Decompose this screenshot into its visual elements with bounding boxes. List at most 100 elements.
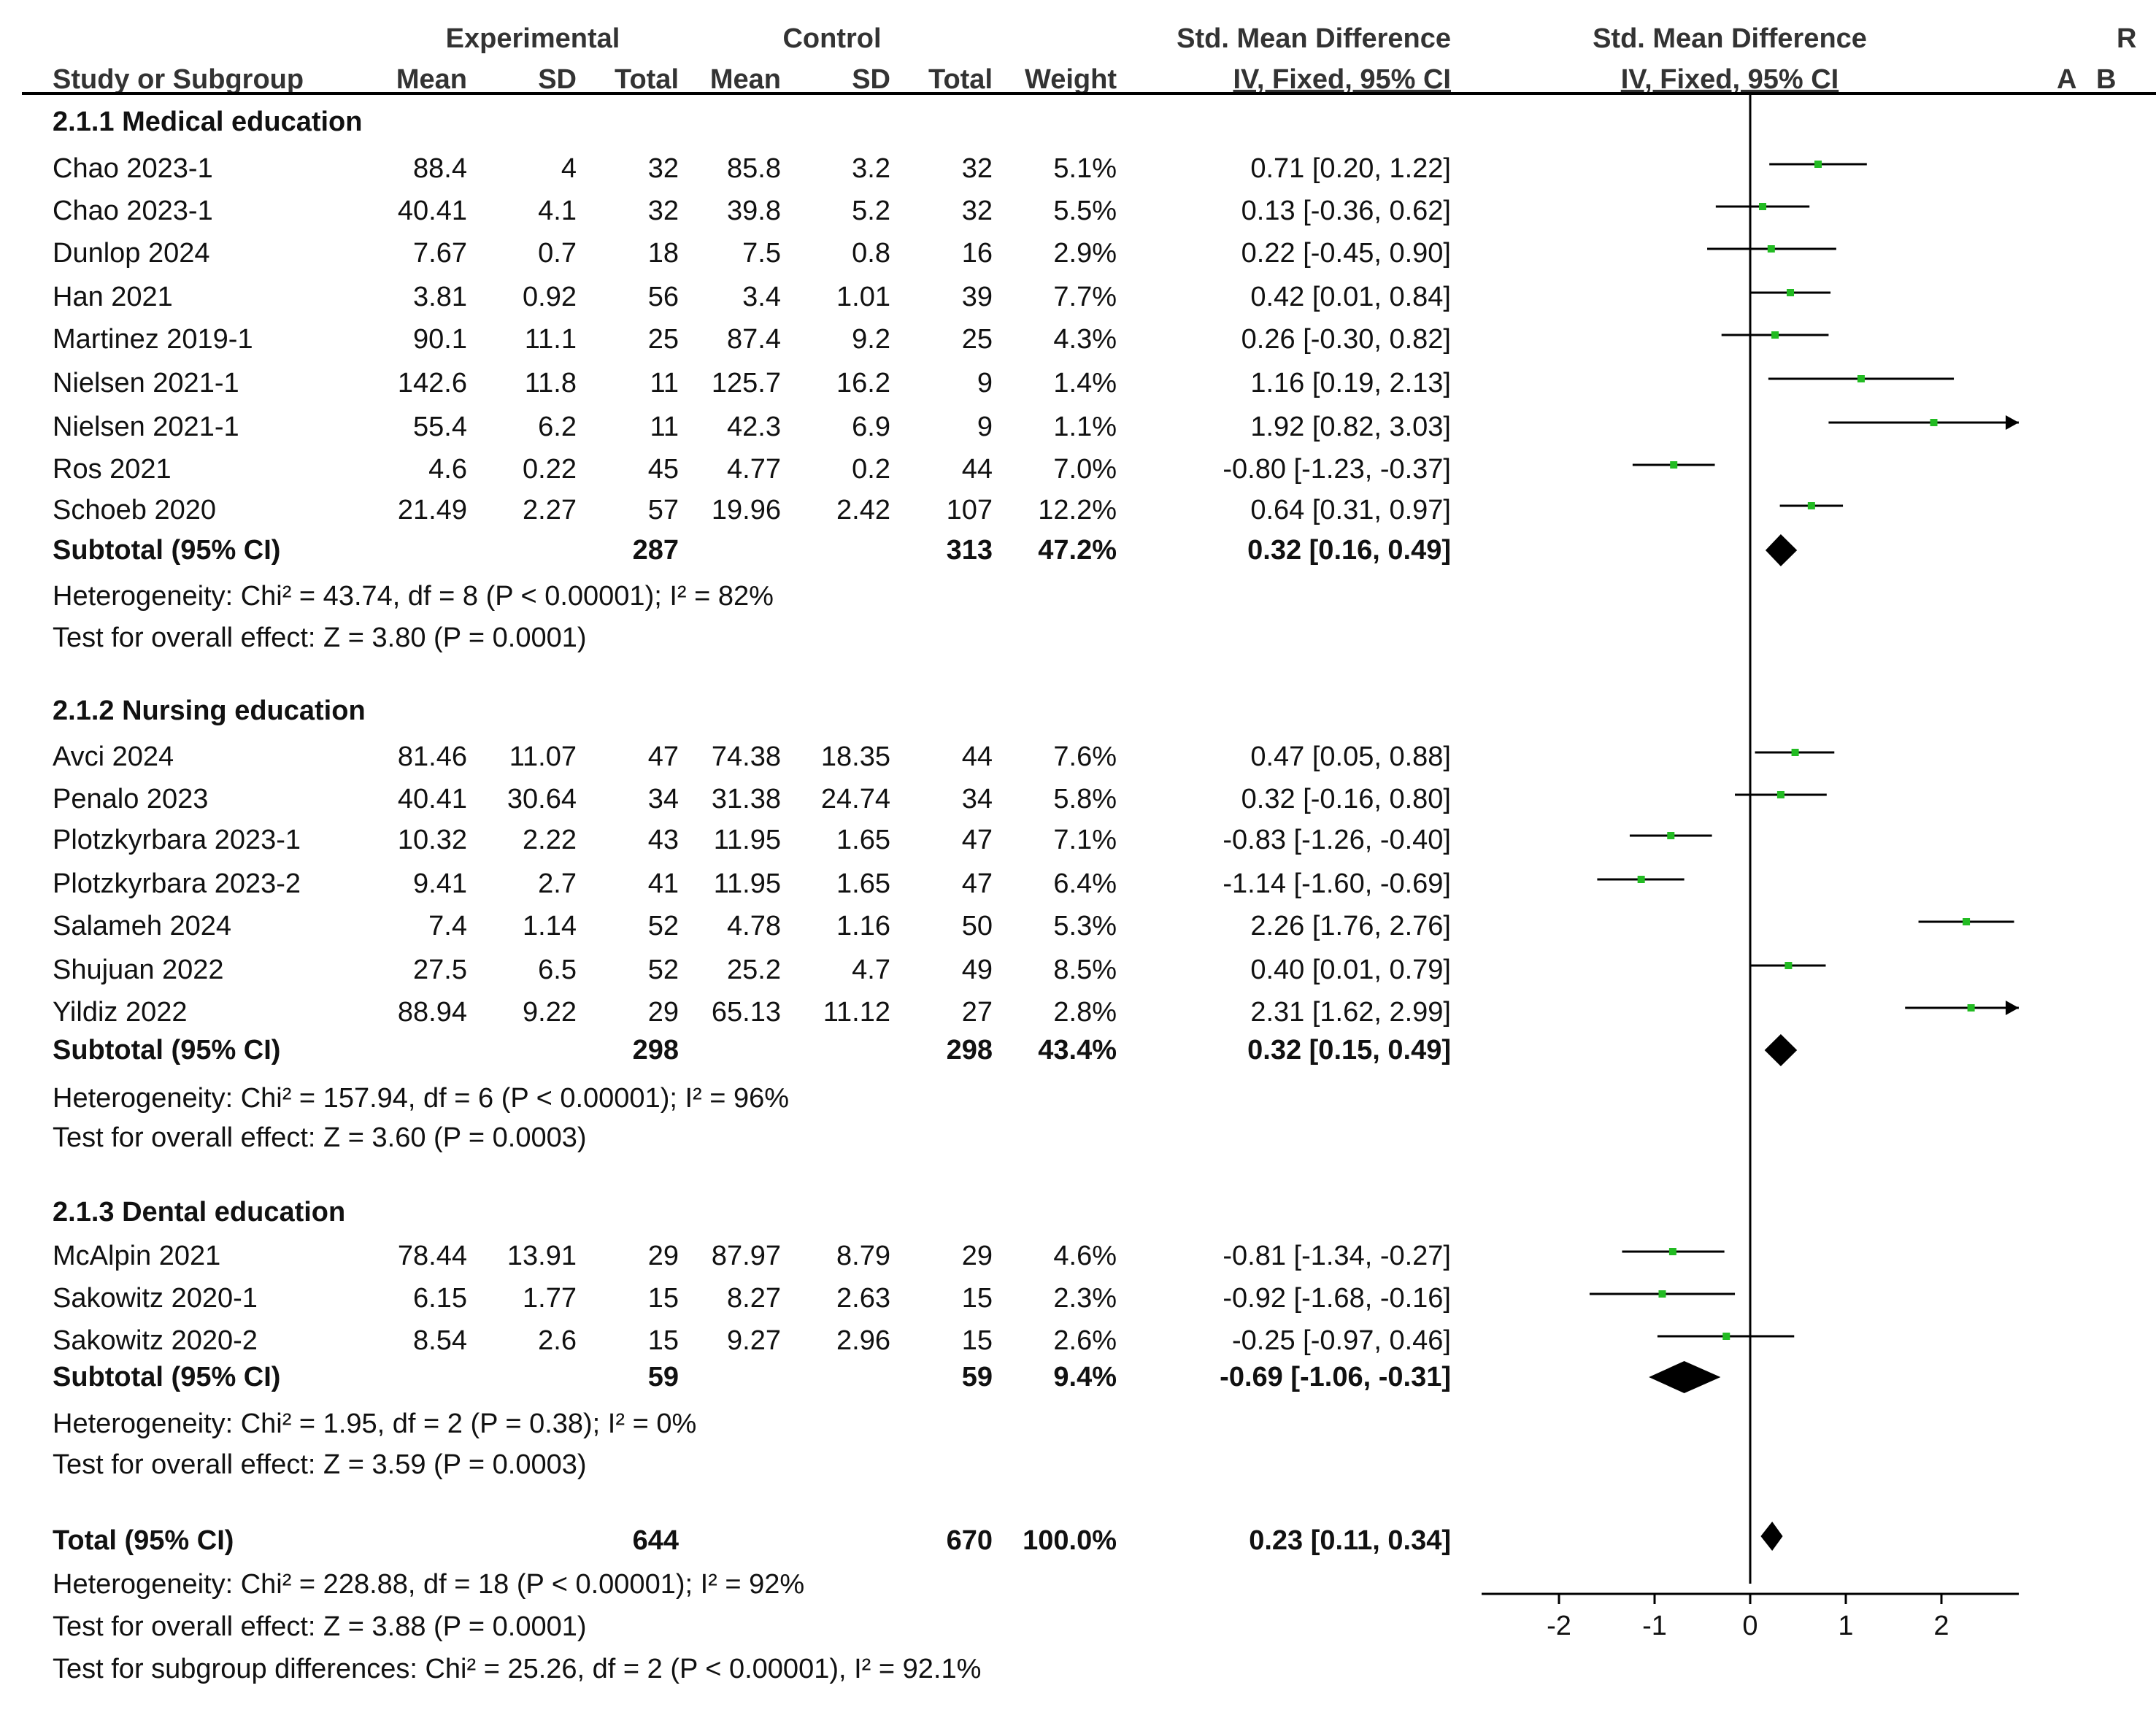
- study-name: Avci 2024: [53, 741, 174, 772]
- point-estimate-marker: [1930, 419, 1938, 426]
- header-sd-e: SD: [538, 64, 577, 95]
- study-w: 5.1%: [1053, 153, 1117, 184]
- study-mc: 11.95: [713, 868, 781, 899]
- point-estimate-marker: [1785, 962, 1793, 969]
- study-sde: 2.7: [538, 868, 577, 899]
- point-estimate-marker: [1658, 1290, 1666, 1298]
- study-me: 7.4: [428, 911, 467, 941]
- study-mc: 9.27: [727, 1325, 781, 1356]
- subgroup-differences: Test for subgroup differences: Chi² = 25…: [53, 1654, 982, 1684]
- study-w: 7.7%: [1053, 282, 1117, 312]
- study-w: 5.3%: [1053, 911, 1117, 941]
- header-ci-plot: IV, Fixed, 95% CI: [1620, 64, 1839, 95]
- x-tick-label: 2: [1933, 1611, 1949, 1641]
- study-sde: 0.22: [523, 454, 577, 485]
- study-mc: 4.77: [727, 454, 781, 485]
- study-te: 11: [650, 412, 679, 442]
- study-tc: 44: [961, 741, 993, 772]
- study-sdc: 16.2: [836, 368, 890, 398]
- subtotal-tc: 313: [946, 535, 993, 566]
- subtotal-weight: 47.2%: [1038, 535, 1117, 566]
- study-ci: 0.64 [0.31, 0.97]: [1250, 495, 1451, 525]
- header-b: B: [2096, 64, 2117, 95]
- study-w: 8.5%: [1053, 955, 1117, 985]
- study-ci: 0.71 [0.20, 1.22]: [1250, 153, 1451, 184]
- study-me: 8.54: [413, 1325, 467, 1356]
- study-mc: 7.5: [742, 238, 781, 269]
- total-ci: 0.23 [0.11, 0.34]: [1249, 1525, 1451, 1556]
- study-te: 32: [647, 196, 679, 226]
- study-tc: 50: [961, 911, 993, 941]
- study-te: 52: [647, 911, 679, 941]
- header-a: A: [2057, 64, 2077, 95]
- study-tc: 32: [961, 196, 993, 226]
- study-sde: 1.77: [523, 1283, 577, 1314]
- study-ci: 0.32 [-0.16, 0.80]: [1241, 784, 1451, 814]
- point-estimate-marker: [1670, 461, 1678, 469]
- study-tc: 49: [961, 955, 993, 985]
- study-me: 78.44: [397, 1241, 467, 1271]
- subtotal-label: Subtotal (95% CI): [53, 1035, 281, 1066]
- study-sdc: 8.79: [836, 1241, 890, 1271]
- study-tc: 9: [977, 368, 993, 398]
- study-ci: 1.16 [0.19, 2.13]: [1250, 368, 1451, 398]
- study-me: 9.41: [413, 868, 467, 899]
- study-w: 4.6%: [1053, 1241, 1117, 1271]
- overall-effect-text: Test for overall effect: Z = 3.59 (P = 0…: [53, 1449, 587, 1480]
- header-control: Control: [782, 23, 882, 54]
- point-estimate-marker: [1814, 161, 1822, 168]
- study-w: 2.3%: [1053, 1283, 1117, 1314]
- study-te: 45: [647, 454, 679, 485]
- study-mc: 74.38: [711, 741, 781, 772]
- summary-diamond: [1649, 1361, 1721, 1393]
- study-mc: 87.97: [711, 1241, 781, 1271]
- point-estimate-marker: [1722, 1333, 1730, 1340]
- study-me: 55.4: [413, 412, 467, 442]
- total-weight: 100.0%: [1023, 1525, 1117, 1556]
- study-mc: 19.96: [711, 495, 781, 525]
- study-mc: 8.27: [727, 1283, 781, 1314]
- study-name: Han 2021: [53, 282, 173, 312]
- study-me: 90.1: [413, 324, 467, 355]
- group-title: 2.1.1 Medical education: [53, 107, 363, 137]
- study-sde: 11.1: [524, 324, 577, 355]
- study-te: 15: [647, 1325, 679, 1356]
- ci-arrow: [2006, 415, 2019, 430]
- group-title: 2.1.2 Nursing education: [53, 695, 366, 726]
- study-name: Plotzkyrbara 2023-2: [53, 868, 301, 899]
- study-sde: 2.6: [538, 1325, 577, 1356]
- study-te: 34: [647, 784, 679, 814]
- study-mc: 11.95: [713, 825, 781, 855]
- study-te: 56: [647, 282, 679, 312]
- study-me: 40.41: [397, 784, 467, 814]
- study-sdc: 11.12: [823, 997, 890, 1028]
- study-sde: 0.92: [523, 282, 577, 312]
- study-me: 7.67: [413, 238, 467, 269]
- study-sde: 30.64: [507, 784, 577, 814]
- study-ci: 0.40 [0.01, 0.79]: [1250, 955, 1451, 985]
- point-estimate-marker: [1807, 502, 1815, 509]
- study-te: 15: [647, 1283, 679, 1314]
- header-ci-text: IV, Fixed, 95% CI: [1233, 64, 1451, 95]
- study-tc: 34: [961, 784, 993, 814]
- study-tc: 39: [961, 282, 993, 312]
- header-total-c: Total: [928, 64, 993, 95]
- header-mean-e: Mean: [396, 64, 467, 95]
- study-me: 27.5: [413, 955, 467, 985]
- study-tc: 16: [961, 238, 993, 269]
- study-te: 25: [647, 324, 679, 355]
- subtotal-weight: 43.4%: [1038, 1035, 1117, 1066]
- total-te: 644: [632, 1525, 679, 1556]
- point-estimate-marker: [1767, 245, 1775, 253]
- study-tc: 107: [946, 495, 993, 525]
- study-name: Penalo 2023: [53, 784, 209, 814]
- study-mc: 3.4: [742, 282, 781, 312]
- point-estimate-marker: [1857, 375, 1865, 382]
- study-sdc: 9.2: [852, 324, 890, 355]
- study-me: 88.94: [397, 997, 467, 1028]
- study-name: Chao 2023-1: [53, 196, 213, 226]
- study-mc: 65.13: [711, 997, 781, 1028]
- study-ci: 0.13 [-0.36, 0.62]: [1241, 196, 1451, 226]
- study-name: Schoeb 2020: [53, 495, 216, 525]
- study-te: 43: [647, 825, 679, 855]
